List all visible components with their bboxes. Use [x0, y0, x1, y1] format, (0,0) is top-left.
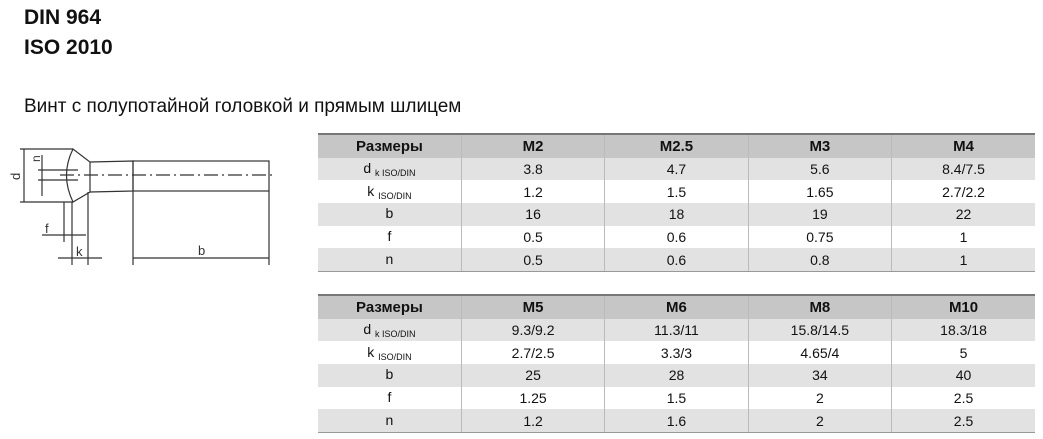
param-name: b	[385, 366, 394, 383]
row-label: k ISO/DIN	[318, 341, 461, 364]
table-cell: 19	[747, 203, 892, 226]
table-cell: 11.3/11	[604, 318, 749, 342]
table-cell: 1.2	[460, 409, 605, 434]
column-header: Размеры	[318, 133, 462, 158]
param-name: n	[385, 250, 394, 267]
column-header: M2.5	[604, 133, 749, 158]
param-name: k	[367, 182, 375, 199]
table-row: n 0.5 0.6 0.8 1	[318, 248, 1035, 273]
column-header: Размеры	[318, 294, 462, 319]
table-cell: 2.5	[891, 409, 1035, 434]
row-label: d k ISO/DIN	[318, 157, 462, 181]
product-description: Винт с полупотайной головкой и прямым шл…	[24, 96, 462, 117]
param-name: d	[363, 160, 372, 177]
param-subscript: k ISO/DIN	[375, 329, 416, 340]
row-label: k ISO/DIN	[318, 180, 461, 203]
column-header: M4	[891, 133, 1035, 158]
column-header: M2	[460, 133, 605, 158]
table-cell: 1.2	[460, 180, 605, 204]
table-row: n 1.2 1.6 2 2.5	[318, 409, 1035, 434]
header-row: Размеры M5 M6 M8 M10	[318, 294, 1035, 319]
row-label: f	[318, 387, 461, 410]
n-label: n	[29, 155, 43, 162]
row-label: n	[318, 409, 462, 434]
table-cell: 5.6	[747, 157, 892, 181]
dk-label: d	[8, 173, 23, 180]
k-label: k	[76, 244, 83, 259]
param-subscript: ISO/DIN	[378, 190, 412, 201]
row-label: b	[318, 203, 462, 226]
table-row: k ISO/DIN 2.7/2.5 3.3/3 4.65/4 5	[318, 341, 1035, 365]
table-cell: 2	[747, 409, 892, 434]
table-cell: 18	[604, 203, 749, 226]
row-label: n	[318, 248, 462, 273]
param-name: b	[385, 205, 394, 222]
table-cell: 1.5	[604, 386, 749, 410]
dimensions-table-m5-m10: Размеры M5 M6 M8 M10 d k ISO/DIN 9.3/9.2 11.3/1…	[318, 294, 1035, 434]
table-row: d k ISO/DIN 3.8 4.7 5.6 8.4/7.5	[318, 157, 1035, 181]
dimensions-table-m2-m4: Размеры M2 M2.5 M3 M4 d k ISO/DIN 3.8 4.7 5.6 8.4…	[318, 133, 1035, 273]
table-cell: 15.8/14.5	[747, 318, 892, 342]
table-row: d k ISO/DIN 9.3/9.2 11.3/11 15.8/14.5 18.3/1…	[318, 318, 1035, 342]
table-cell: 9.3/9.2	[460, 318, 605, 342]
table-row: f 1.25 1.5 2 2.5	[318, 386, 1035, 410]
param-name: k	[367, 343, 375, 360]
table-cell: 2.7/2.2	[891, 180, 1035, 204]
table-row: b 16 18 19 22	[318, 203, 1035, 226]
param-subscript: k ISO/DIN	[375, 168, 416, 179]
row-label: f	[318, 226, 461, 249]
table-cell: 16	[460, 203, 605, 226]
table-cell: 25	[460, 364, 605, 387]
table-cell: 18.3/18	[891, 318, 1035, 342]
column-header: M10	[891, 294, 1035, 319]
b-label: b	[198, 243, 205, 258]
table-cell: 1	[891, 225, 1035, 249]
header-row: Размеры M2 M2.5 M3 M4	[318, 133, 1035, 158]
table-cell: 0.75	[747, 225, 892, 249]
column-header: M6	[604, 294, 749, 319]
param-subscript: ISO/DIN	[378, 351, 412, 362]
table-cell: 1.6	[604, 409, 749, 434]
row-label: d k ISO/DIN	[318, 318, 462, 342]
table-cell: 1.5	[604, 180, 749, 204]
table-cell: 1.65	[747, 180, 892, 204]
table-cell: 28	[604, 364, 749, 387]
table-cell: 2.7/2.5	[460, 341, 605, 365]
param-name: f	[387, 228, 392, 245]
row-label: b	[318, 364, 462, 387]
table-cell: 0.5	[460, 248, 605, 273]
param-name: n	[385, 411, 394, 428]
table-cell: 4.7	[604, 157, 749, 181]
table-cell: 2.5	[891, 386, 1035, 410]
column-header: M3	[747, 133, 892, 158]
param-name: d	[363, 321, 372, 338]
table-row: k ISO/DIN 1.2 1.5 1.65 2.7/2.2	[318, 180, 1035, 204]
table-row: f 0.5 0.6 0.75 1	[318, 225, 1035, 249]
table-cell: 5	[891, 341, 1035, 365]
table-cell: 3.3/3	[604, 341, 749, 365]
table-cell: 0.8	[747, 248, 892, 273]
table-cell: 1.25	[460, 386, 605, 410]
screw-diagram: d n f k b	[8, 148, 275, 265]
table-cell: 0.6	[604, 225, 749, 249]
table-cell: 8.4/7.5	[891, 157, 1035, 181]
table-row: b 25 28 34 40	[318, 364, 1035, 387]
table-cell: 1	[891, 248, 1035, 273]
table-cell: 4.65/4	[747, 341, 892, 365]
param-name: f	[387, 389, 392, 406]
column-header: M8	[747, 294, 892, 319]
table-cell: 22	[891, 203, 1035, 226]
table-cell: 0.5	[460, 225, 605, 249]
table-cell: 3.8	[460, 157, 605, 181]
table-cell: 34	[747, 364, 892, 387]
column-header: M5	[460, 294, 605, 319]
standard-din: DIN 964	[24, 6, 102, 29]
standard-iso: ISO 2010	[24, 36, 113, 59]
table-cell: 40	[891, 364, 1035, 387]
f-label: f	[45, 221, 49, 236]
table-cell: 2	[747, 386, 892, 410]
table-cell: 0.6	[604, 248, 749, 273]
